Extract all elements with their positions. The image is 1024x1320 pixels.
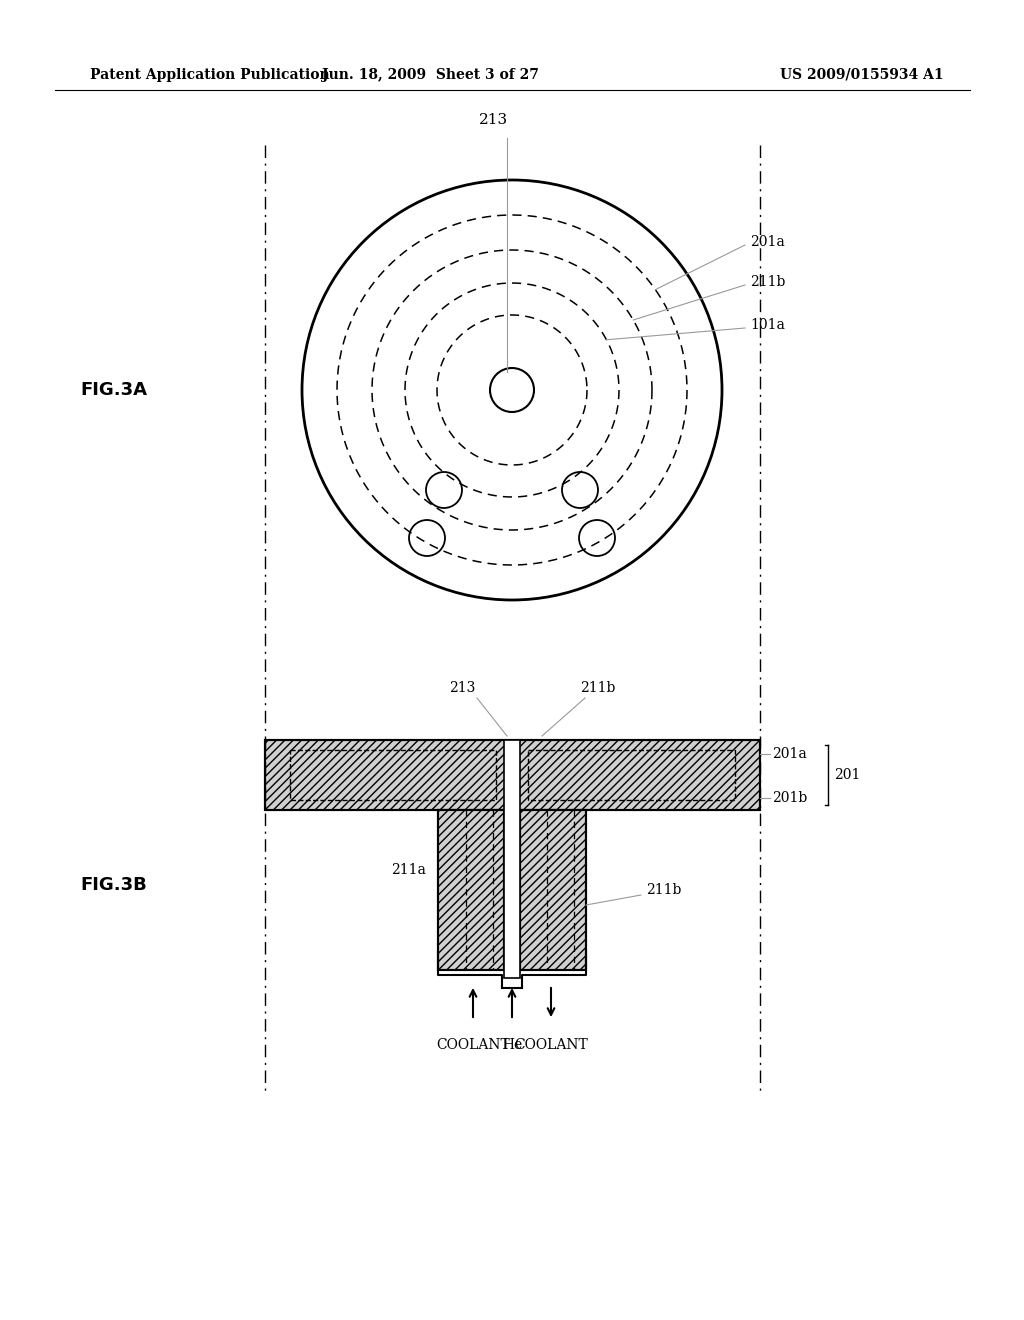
Text: COOLANT: COOLANT [514,1038,588,1052]
Text: 211a: 211a [391,863,426,876]
Text: 101a: 101a [750,318,784,333]
Text: US 2009/0155934 A1: US 2009/0155934 A1 [780,69,944,82]
Text: FIG.3B: FIG.3B [80,876,146,894]
Text: 213: 213 [449,681,475,696]
Text: 201: 201 [834,768,860,781]
Text: COOLANT: COOLANT [436,1038,510,1052]
Text: Jun. 18, 2009  Sheet 3 of 27: Jun. 18, 2009 Sheet 3 of 27 [322,69,539,82]
FancyBboxPatch shape [438,810,504,970]
Text: 201a: 201a [750,235,784,249]
Text: He: He [502,1038,522,1052]
Text: 211b: 211b [646,883,681,898]
FancyBboxPatch shape [504,741,520,978]
Text: 211b: 211b [750,275,785,289]
FancyBboxPatch shape [265,741,760,810]
Text: Patent Application Publication: Patent Application Publication [90,69,330,82]
Text: 201b: 201b [772,791,807,805]
Text: FIG.3A: FIG.3A [80,381,147,399]
Text: 213: 213 [479,114,509,127]
Text: 201a: 201a [772,747,807,762]
FancyBboxPatch shape [520,810,586,970]
Text: 211b: 211b [581,681,615,696]
